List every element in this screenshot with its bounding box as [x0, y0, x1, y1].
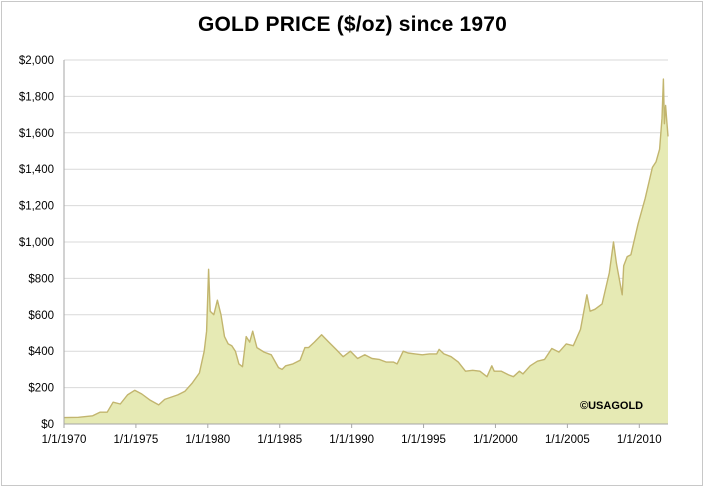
axes	[63, 60, 668, 428]
y-axis-tick-labels: $0 $200 $400 $600 $800 $1,000 $1,200 $1,400 $1,6…	[19, 55, 54, 431]
y-tick-label: $0	[41, 419, 54, 431]
y-tick-label: $400	[28, 346, 54, 358]
plot-area	[63, 78, 669, 424]
y-tick-label: $1,000	[19, 237, 54, 249]
gridlines	[64, 59, 668, 389]
x-tick-label: 1/1/2010	[617, 434, 662, 446]
chart-title: GOLD PRICE ($/oz) since 1970	[197, 13, 508, 36]
x-tick-label: 1/1/1970	[42, 434, 87, 446]
x-tick-label: 1/1/2005	[545, 434, 590, 446]
x-tick-label: 1/1/1995	[401, 434, 446, 446]
watermark-annotation: ©USAGOLD	[580, 400, 643, 412]
y-tick-label: $1,800	[19, 91, 54, 103]
x-tick-label: 1/1/1990	[329, 434, 374, 446]
x-tick-label: 1/1/1985	[257, 434, 302, 446]
x-tick-label: 1/1/1975	[114, 434, 159, 446]
y-tick-label: $2,000	[19, 55, 54, 67]
x-tick-label: 1/1/1980	[185, 434, 230, 446]
price-area	[64, 79, 668, 424]
x-tick-label: 1/1/2000	[473, 434, 518, 446]
y-tick-label: $1,200	[19, 201, 54, 213]
y-tick-label: $1,600	[19, 128, 54, 140]
y-tick-label: $200	[28, 383, 54, 395]
price-line	[63, 78, 669, 419]
y-tick-label: $600	[28, 310, 54, 322]
x-axis-tick-labels: 1/1/1970 1/1/1975 1/1/1980 1/1/1985 1/1/1990…	[42, 434, 662, 446]
y-tick-label: $800	[28, 273, 54, 285]
y-tick-label: $1,400	[19, 164, 54, 176]
